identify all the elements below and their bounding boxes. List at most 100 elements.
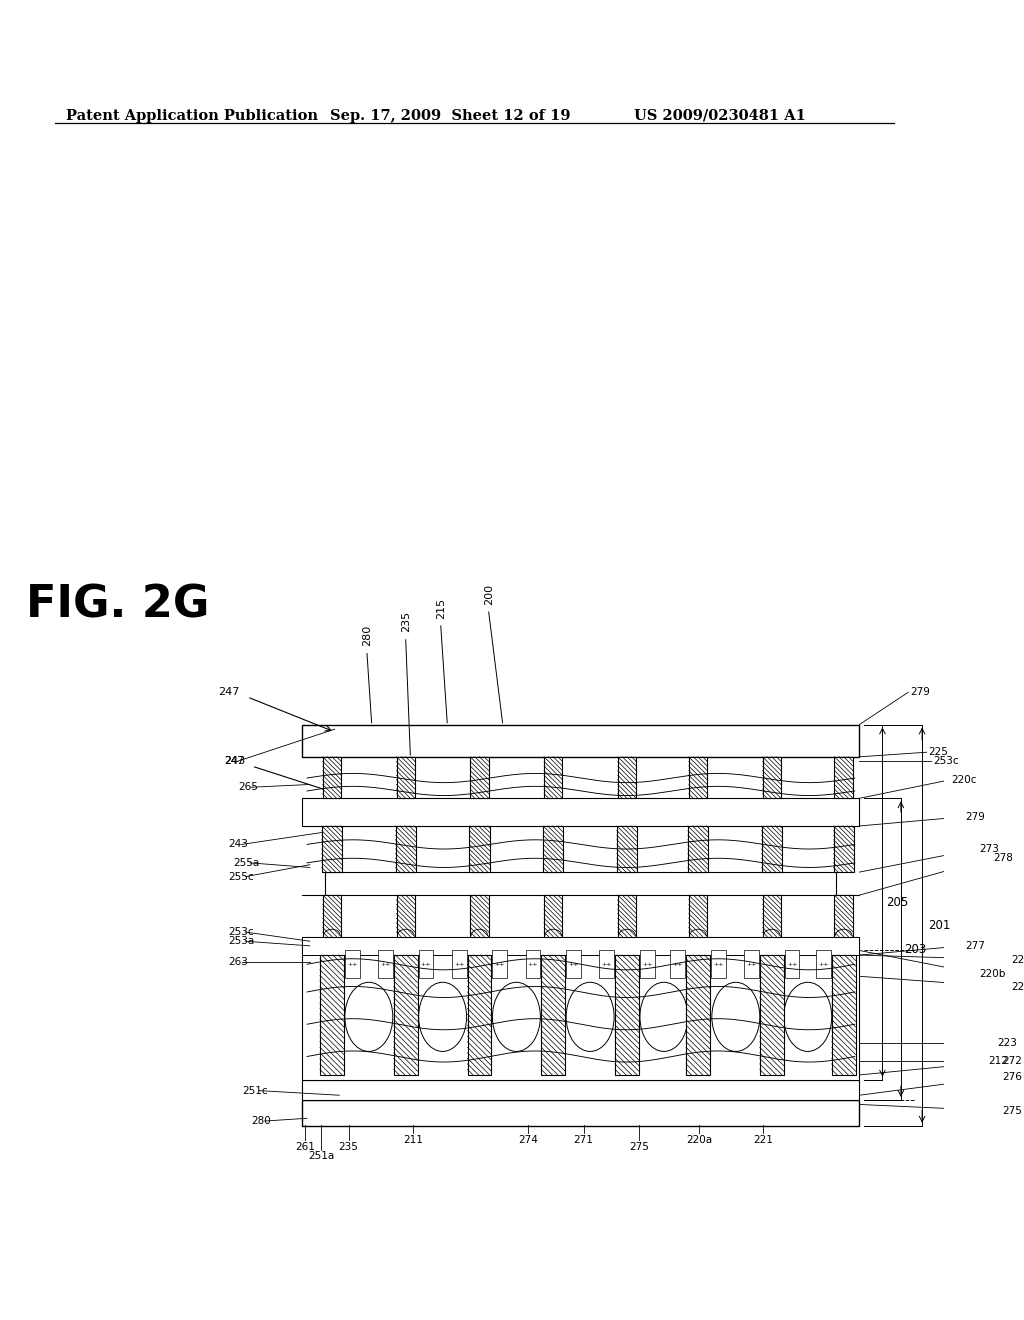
Text: ++: ++ [347, 962, 357, 966]
Ellipse shape [345, 982, 393, 1052]
Bar [302, 725, 859, 756]
Text: ++: ++ [673, 962, 683, 966]
Text: 272: 272 [1002, 1056, 1022, 1067]
Bar [640, 950, 654, 978]
Bar [834, 826, 854, 873]
Text: 279: 279 [910, 688, 930, 697]
Text: 235: 235 [339, 1142, 358, 1152]
Bar [493, 950, 507, 978]
Text: 253c: 253c [228, 927, 254, 937]
Text: 220b: 220b [979, 969, 1006, 978]
Bar [345, 950, 359, 978]
Bar [302, 937, 859, 956]
Bar [784, 950, 800, 978]
Text: 203: 203 [904, 942, 927, 956]
Text: 225: 225 [929, 747, 948, 758]
Text: 280: 280 [252, 1115, 271, 1126]
Bar [543, 826, 563, 873]
Text: ++: ++ [713, 962, 724, 966]
Bar [617, 895, 636, 937]
Bar [615, 956, 639, 1074]
Bar [831, 956, 856, 1074]
Ellipse shape [640, 982, 688, 1052]
Bar [686, 956, 710, 1074]
Bar [566, 950, 581, 978]
Bar [394, 956, 418, 1074]
Bar [542, 956, 565, 1074]
Text: 261: 261 [295, 1142, 315, 1152]
Bar [322, 826, 342, 873]
Text: ++: ++ [568, 962, 579, 966]
Ellipse shape [712, 982, 760, 1052]
Text: 253c: 253c [933, 756, 958, 767]
Bar [616, 826, 637, 873]
Text: 211: 211 [403, 1135, 423, 1144]
Bar [469, 826, 489, 873]
Text: FIG. 2G: FIG. 2G [27, 583, 210, 626]
Bar [302, 799, 859, 826]
Bar [689, 895, 708, 937]
Bar [835, 756, 853, 799]
Text: 277: 277 [966, 941, 985, 950]
Text: 263: 263 [228, 957, 249, 968]
Bar [378, 950, 393, 978]
Text: ++: ++ [527, 962, 539, 966]
Bar [744, 950, 759, 978]
Bar [762, 826, 782, 873]
Text: 220a: 220a [1012, 982, 1024, 993]
Text: ++: ++ [421, 962, 431, 966]
Text: 243: 243 [228, 840, 249, 849]
Text: 265: 265 [238, 783, 258, 792]
Text: US 2009/0230481 A1: US 2009/0230481 A1 [635, 108, 806, 123]
Ellipse shape [566, 982, 614, 1052]
Text: ++: ++ [601, 962, 612, 966]
Bar [323, 756, 341, 799]
Bar [544, 895, 562, 937]
Text: 278: 278 [993, 853, 1013, 863]
Text: ++: ++ [818, 962, 828, 966]
Ellipse shape [419, 982, 467, 1052]
Text: ++: ++ [380, 962, 391, 966]
Text: 221: 221 [754, 1135, 773, 1144]
Bar [396, 895, 415, 937]
Text: 255c: 255c [228, 871, 254, 882]
Bar [760, 956, 783, 1074]
Text: 247: 247 [224, 756, 244, 767]
Bar [835, 895, 853, 937]
Bar [544, 756, 562, 799]
Text: 275: 275 [629, 1142, 649, 1152]
Bar [452, 950, 467, 978]
Bar [599, 950, 614, 978]
Text: 247: 247 [218, 688, 240, 697]
Text: 280: 280 [362, 624, 372, 647]
Text: 243: 243 [224, 756, 246, 767]
Bar [689, 756, 708, 799]
Ellipse shape [783, 982, 831, 1052]
Text: Sep. 17, 2009  Sheet 12 of 19: Sep. 17, 2009 Sheet 12 of 19 [330, 108, 570, 123]
Bar [302, 1080, 859, 1100]
Bar [302, 937, 859, 1080]
Text: ++: ++ [642, 962, 652, 966]
Bar [525, 950, 541, 978]
Bar [711, 950, 726, 978]
Text: 212: 212 [988, 1056, 1009, 1067]
Bar [470, 756, 488, 799]
Text: 200: 200 [483, 583, 494, 605]
Bar [470, 895, 488, 937]
Text: ++: ++ [786, 962, 798, 966]
Text: ++: ++ [746, 962, 757, 966]
Bar [395, 826, 416, 873]
Text: 201: 201 [928, 919, 950, 932]
Text: 253a: 253a [228, 936, 255, 946]
Bar [302, 1100, 859, 1126]
Bar [688, 826, 709, 873]
Text: 215: 215 [436, 598, 445, 619]
Bar [617, 756, 636, 799]
Text: 276: 276 [1002, 1072, 1022, 1082]
Text: 223: 223 [997, 1038, 1018, 1048]
Bar [326, 873, 837, 895]
Bar [763, 895, 781, 937]
Bar [319, 956, 344, 1074]
Bar [396, 756, 415, 799]
Bar [816, 950, 830, 978]
